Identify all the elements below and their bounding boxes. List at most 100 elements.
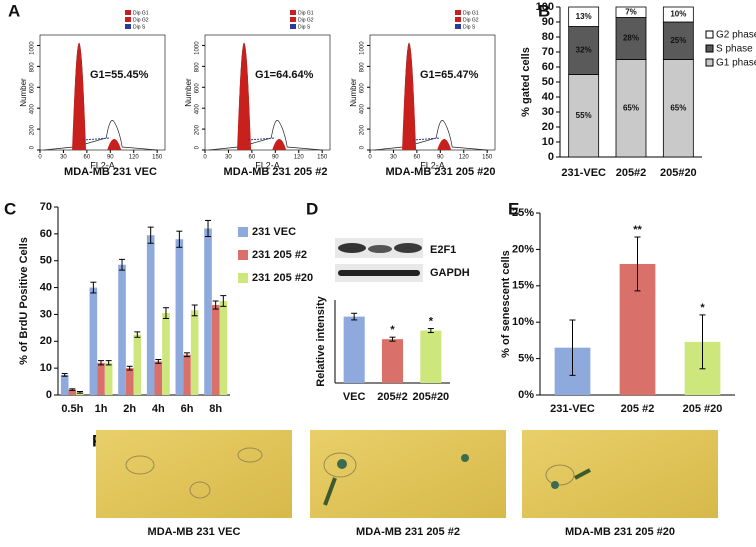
x-tick-label: 0: [368, 155, 372, 161]
western-blot: [335, 238, 423, 282]
error-bar: [212, 300, 219, 310]
x-tick-label: 150: [317, 155, 328, 161]
bar: [76, 392, 84, 395]
bar: [133, 334, 142, 395]
histogram: [208, 42, 323, 151]
legend-swatch: [238, 273, 248, 283]
annotation: G1=65.47%: [420, 69, 479, 81]
x-tick-label: 8h: [209, 403, 222, 415]
bar: [97, 362, 105, 395]
error-bar: [126, 365, 133, 371]
legend-label: Dip G2: [298, 17, 314, 23]
legend-swatch: [290, 17, 296, 22]
bar-segment: [662, 59, 694, 158]
x-tick-label: 150: [152, 155, 163, 161]
panel-letter: D: [306, 199, 318, 218]
x-tick-label: 0.5h: [61, 403, 83, 415]
bar: [104, 362, 113, 395]
error-bar: [119, 258, 126, 271]
y-tick-label: 30: [40, 308, 52, 320]
legend-swatch: [290, 10, 296, 15]
y-tick-label: 10%: [512, 316, 534, 328]
value-label: 32%: [576, 46, 592, 55]
legend-label: Dip S: [298, 24, 311, 30]
caption: MDA-MB 231 205 #2: [224, 166, 328, 178]
bar: [190, 310, 199, 395]
legend-label: 231 VEC: [252, 226, 296, 238]
histogram: [373, 42, 488, 151]
legend-label: 231 205 #20: [252, 272, 313, 284]
y-tick-label: 60: [40, 228, 52, 240]
bar: [204, 228, 212, 395]
error-bar: [351, 312, 358, 321]
legend-swatch: [705, 30, 714, 39]
bar: [154, 361, 163, 395]
y-tick-label: 0: [46, 389, 52, 401]
y-axis-label: Number: [349, 78, 358, 107]
legend-swatch: [238, 250, 248, 260]
y-tick-label: 10: [40, 362, 52, 374]
value-label: 28%: [623, 34, 639, 43]
y-tick-label: 10: [542, 136, 554, 148]
error-bar: [134, 331, 141, 338]
y-tick-label: 0: [195, 145, 201, 149]
error-bar: [191, 304, 198, 317]
legend-swatch: [125, 10, 131, 15]
error-bar: [427, 328, 434, 334]
y-tick-label: 40: [40, 281, 52, 293]
y-tick-label: 600: [195, 83, 201, 94]
bar: [420, 330, 442, 383]
x-tick-label: 231-VEC: [561, 167, 606, 179]
x-tick-label: 30: [225, 155, 232, 161]
y-axis-label: Number: [184, 78, 193, 107]
g2-peak: [272, 139, 287, 150]
bar-segment: [662, 21, 694, 60]
error-bar: [699, 314, 706, 370]
y-tick-label: 20%: [512, 243, 534, 255]
caption: MDA-MB 231 205 #20: [385, 166, 495, 178]
y-tick-label: 600: [360, 83, 366, 94]
blot-label: E2F1: [430, 244, 456, 256]
legend-swatch: [290, 24, 296, 29]
x-tick-label: 2h: [123, 403, 136, 415]
plot-frame: [204, 34, 331, 151]
value-label: 10%: [670, 10, 686, 19]
x-tick-label: VEC: [343, 391, 366, 403]
value-label: 13%: [576, 12, 592, 21]
error-bar: [98, 360, 104, 366]
annotation: G1=64.64%: [255, 69, 314, 81]
g1-peak: [402, 43, 417, 150]
x-axis-label: FL2-A: [420, 160, 445, 170]
x-tick-label: 60: [414, 155, 421, 161]
panel-letter: B: [538, 1, 550, 20]
bar: [162, 313, 170, 395]
bar-segment: [568, 74, 600, 158]
error-bar: [90, 281, 97, 294]
y-tick-label: 800: [195, 62, 201, 73]
y-tick-label: 400: [360, 104, 366, 115]
y-tick-label: 100: [536, 1, 554, 13]
legend-label: S phase: [716, 44, 753, 55]
bar: [118, 264, 126, 395]
y-tick-label: 400: [30, 104, 36, 115]
g2-peak: [437, 139, 452, 150]
x-tick-label: 60: [84, 155, 91, 161]
y-tick-label: 400: [195, 104, 201, 115]
error-bar: [184, 352, 190, 358]
image-caption: MDA-MB 231 205 #20: [565, 526, 675, 538]
y-tick-label: 50: [542, 76, 554, 88]
x-tick-label: 90: [272, 155, 279, 161]
error-bar: [76, 391, 83, 394]
x-tick-label: 30: [60, 155, 67, 161]
y-axis-label: % gated cells: [520, 47, 532, 117]
bar-segment: [615, 17, 647, 60]
x-tick-label: 150: [482, 155, 493, 161]
y-tick-label: 1000: [195, 41, 201, 55]
x-tick-label: 90: [437, 155, 444, 161]
x-tick-label: 205 #2: [621, 403, 655, 415]
panel-letter: C: [4, 199, 16, 218]
bar-segment: [568, 6, 600, 27]
error-bar: [569, 319, 576, 376]
blot-label: GAPDH: [430, 267, 470, 279]
